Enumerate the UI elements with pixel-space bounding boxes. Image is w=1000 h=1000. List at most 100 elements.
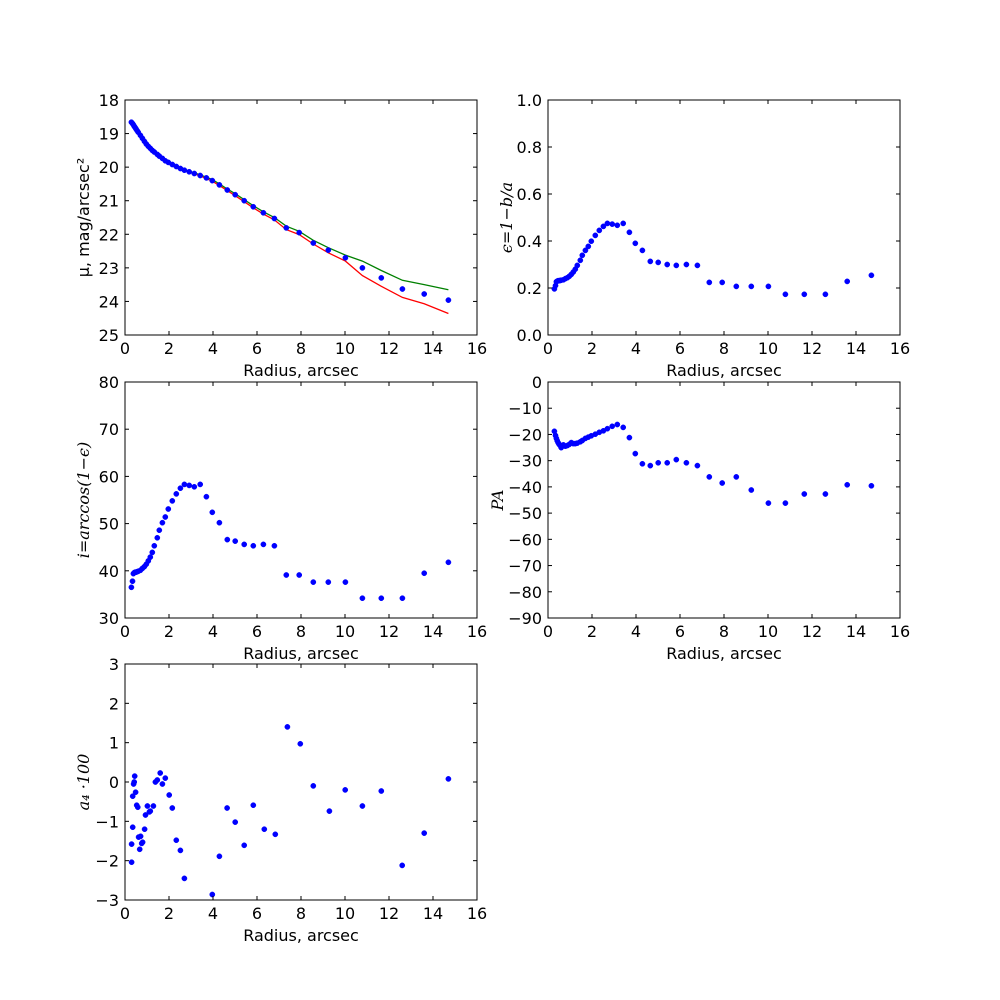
y-tick-label: 0.2	[517, 279, 542, 298]
x-tick-label: 12	[802, 622, 822, 641]
data-point	[216, 853, 223, 860]
data-point	[181, 481, 188, 488]
x-tick-label: 10	[335, 339, 355, 358]
data-point	[614, 421, 621, 428]
x-tick-label: 4	[208, 622, 218, 641]
x-tick-label: 4	[631, 339, 641, 358]
data-point	[706, 279, 713, 286]
data-point	[326, 808, 333, 814]
x-tick-label: 6	[252, 622, 262, 641]
data-point	[216, 519, 223, 526]
data-point	[632, 450, 639, 457]
data-point	[177, 485, 184, 492]
data-point	[250, 542, 257, 549]
data-point	[588, 238, 595, 245]
x-tick-label: 10	[758, 622, 778, 641]
data-point	[421, 830, 428, 836]
data-point	[664, 261, 671, 268]
data-point	[177, 847, 184, 854]
y-tick-label: 22	[99, 225, 119, 244]
data-point	[186, 168, 193, 175]
data-point	[445, 559, 452, 566]
x-tick-label: 14	[423, 622, 443, 641]
x-tick-label: 16	[467, 339, 487, 358]
x-tick-label: 2	[587, 622, 597, 641]
data-point	[664, 459, 671, 466]
data-point	[399, 862, 406, 869]
y-tick-label: 24	[99, 292, 119, 311]
panel-position-angle: 0 2 4 6 8 10 12 14 16 0 −10 −20 −30 −40 −50 −60 −70 −80 −9…	[488, 373, 910, 663]
data-point	[801, 491, 808, 497]
x-tick-label: 6	[252, 904, 262, 923]
data-point	[600, 223, 607, 230]
x-tick-label: 14	[846, 339, 866, 358]
x-axis-label: Radius, arcsec	[666, 361, 782, 380]
x-tick-label: 12	[379, 622, 399, 641]
data-point	[284, 724, 291, 730]
y-tick-label: 0.0	[517, 326, 542, 345]
data-point	[169, 805, 176, 811]
data-point	[639, 247, 646, 254]
x-tick-label: 0	[120, 904, 130, 923]
data-point	[359, 265, 366, 271]
data-point	[719, 279, 726, 286]
data-point	[157, 770, 164, 776]
x-tick-label: 12	[379, 904, 399, 923]
data-point	[342, 254, 349, 261]
data-point	[765, 283, 772, 290]
x-tick-label: 2	[587, 339, 597, 358]
data-point	[655, 259, 662, 266]
y-tick-label: 0.6	[517, 185, 542, 204]
data-point	[144, 803, 151, 809]
data-point	[149, 549, 156, 556]
x-tick-label: 2	[164, 904, 174, 923]
data-point	[209, 509, 216, 516]
data-point	[162, 514, 169, 520]
x-tick-label: 4	[208, 904, 218, 923]
data-point	[224, 536, 231, 543]
y-axis-label: a₄ ·100	[74, 754, 93, 811]
data-point	[822, 491, 829, 497]
data-point	[131, 773, 138, 779]
y-tick-label: 0.4	[517, 232, 542, 251]
data-point	[609, 423, 616, 430]
y-tick-label: −90	[508, 609, 542, 628]
y-axis-label: μ, mag/arcsec²	[74, 158, 93, 278]
data-point	[574, 262, 581, 269]
y-tick-label: 0	[109, 773, 119, 792]
data-point	[342, 787, 349, 793]
y-tick-label: 70	[99, 420, 119, 439]
x-axis-label: Radius, arcsec	[243, 926, 359, 945]
y-tick-label: 20	[99, 158, 119, 177]
data-point	[129, 793, 136, 800]
data-point	[129, 824, 136, 831]
data-point	[134, 804, 141, 811]
data-point	[445, 297, 452, 303]
data-point	[241, 197, 248, 204]
data-point	[801, 291, 808, 298]
x-tick-label: 16	[467, 622, 487, 641]
x-tick-label: 4	[208, 339, 218, 358]
data-point	[260, 209, 267, 216]
y-tick-label: 80	[99, 373, 119, 392]
data-point	[421, 570, 428, 577]
y-tick-label: 40	[99, 562, 119, 581]
data-point	[585, 243, 592, 250]
data-point	[683, 261, 690, 268]
data-point	[232, 819, 239, 825]
y-tick-label: 0	[532, 373, 542, 392]
data-point	[421, 291, 428, 297]
data-point	[154, 777, 161, 783]
data-point	[241, 541, 248, 548]
data-point	[620, 424, 627, 431]
data-point	[577, 257, 584, 264]
data-point	[296, 229, 303, 236]
data-point	[203, 493, 210, 500]
data-point	[592, 232, 599, 239]
x-tick-label: 2	[164, 622, 174, 641]
data-point	[310, 783, 317, 789]
data-point	[260, 541, 267, 548]
data-point	[620, 220, 627, 227]
x-tick-label: 10	[758, 339, 778, 358]
